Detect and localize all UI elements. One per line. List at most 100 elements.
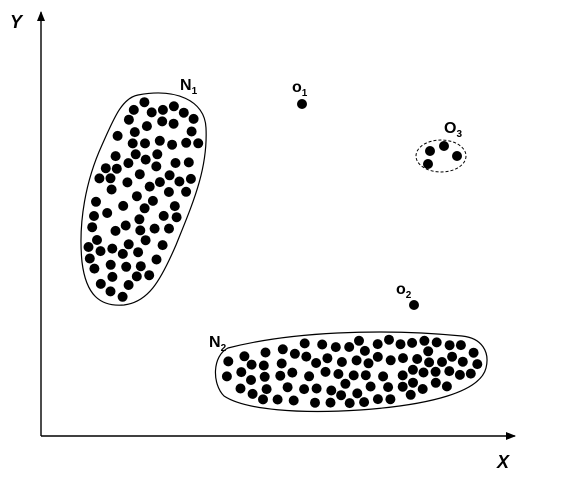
cluster-n1-point	[95, 246, 106, 257]
cluster-n1-point	[123, 280, 134, 290]
cluster-n2-point	[423, 346, 434, 357]
cluster-n2-point	[418, 367, 429, 378]
cluster-n2-point	[277, 344, 288, 355]
cluster-n1-point	[147, 195, 158, 206]
cluster-n1-point	[94, 173, 105, 184]
cluster-n2-point	[430, 377, 441, 388]
cluster-n1-point	[164, 223, 174, 234]
cluster-n2-point	[437, 357, 447, 367]
cluster-n2-point	[344, 342, 355, 352]
cluster-o3-points	[423, 141, 462, 169]
cluster-n1-point	[111, 163, 122, 174]
cluster-n2-point	[372, 351, 383, 362]
cluster-n1-point	[107, 271, 118, 282]
cluster-n2-point	[407, 337, 418, 348]
cluster-n2-point	[261, 384, 272, 395]
cluster-n2-point	[395, 339, 406, 350]
cluster-n2-point	[365, 381, 376, 392]
cluster-n1-point	[95, 278, 106, 289]
cluster-o3-label: O3	[444, 120, 462, 140]
cluster-n2-point	[282, 382, 293, 393]
cluster-n2-point	[384, 334, 394, 345]
cluster-n1-point	[123, 114, 134, 125]
cluster-n1-point	[112, 130, 123, 141]
cluster-n1-point	[84, 253, 95, 264]
cluster-n2-point	[275, 370, 286, 381]
cluster-n2-point	[287, 367, 298, 378]
outlier-o1-label: o1	[292, 79, 308, 99]
cluster-n1-point	[107, 243, 118, 254]
cluster-n1-point	[110, 225, 121, 236]
cluster-n1-point	[140, 235, 151, 246]
cluster-n1-point	[129, 127, 140, 138]
cluster-n1-point	[144, 270, 155, 281]
cluster-n2-point	[397, 381, 408, 392]
cluster-o3-point	[439, 141, 449, 151]
cluster-n1-point	[157, 240, 168, 251]
cluster-n1-point	[105, 286, 116, 297]
cluster-n2-point	[325, 397, 336, 408]
cluster-n1-point	[151, 161, 162, 172]
cluster-n2-point	[472, 359, 483, 370]
cluster-n2-point	[444, 366, 455, 377]
cluster-n1-point	[123, 239, 134, 250]
cluster-n1-point	[183, 157, 194, 168]
cluster-n1-point	[105, 173, 116, 184]
y-axis-label: Y	[10, 12, 24, 32]
cluster-n1-point	[128, 104, 139, 115]
cluster-n2-point	[236, 367, 247, 378]
cluster-n2-point	[299, 384, 310, 395]
cluster-n2-point	[317, 339, 328, 350]
cluster-n2-point	[223, 356, 234, 367]
cluster-n2-point	[320, 366, 331, 377]
cluster-n1-point	[118, 200, 129, 211]
cluster-n2-point	[259, 371, 270, 382]
cluster-n1-label: N1	[180, 77, 198, 97]
cluster-n2-point	[447, 351, 458, 362]
cluster-n1-point	[154, 135, 165, 146]
cluster-n2-point	[444, 340, 455, 351]
cluster-n2-point	[221, 371, 232, 382]
cluster-n1-point	[102, 208, 113, 218]
cluster-n1-point	[144, 181, 155, 192]
cluster-n1-points	[83, 97, 204, 302]
cluster-n2-label: N2	[209, 334, 227, 354]
cluster-n1-point	[163, 187, 174, 197]
cluster-o3-point	[425, 146, 435, 156]
cluster-n2-point	[398, 353, 408, 364]
cluster-n2-point	[260, 347, 271, 358]
cluster-n2-point	[340, 378, 351, 389]
cluster-n2-point	[424, 357, 435, 368]
cluster-n2-point	[348, 370, 359, 381]
cluster-n1-point	[186, 126, 197, 137]
cluster-n2-point	[235, 383, 246, 394]
cluster-n1-point	[110, 151, 121, 162]
cluster-n1-point	[178, 107, 189, 118]
cluster-n2-point	[385, 394, 396, 405]
cluster-o3-point	[423, 159, 433, 169]
cluster-n1-point	[151, 254, 162, 265]
cluster-n1-point	[135, 225, 146, 236]
cluster-n1-point	[89, 211, 99, 221]
cluster-n2-point	[363, 358, 374, 369]
cluster-n1-point	[134, 169, 145, 180]
cluster-n1-point	[135, 261, 146, 272]
cluster-n1-point	[121, 261, 132, 272]
cluster-n1-point	[146, 107, 157, 118]
cluster-n1-point	[193, 138, 204, 149]
cluster-n1-point	[131, 191, 142, 202]
cluster-n1-point	[100, 163, 111, 174]
cluster-n2-point	[299, 338, 310, 349]
cluster-n2-point	[419, 335, 430, 346]
cluster-n2-point	[311, 383, 322, 394]
cluster-n1-point	[181, 137, 192, 148]
cluster-n1-point	[157, 116, 168, 127]
cluster-n2-point	[288, 395, 299, 406]
cluster-n2-point	[247, 388, 258, 399]
cluster-n2-point	[465, 368, 476, 379]
cluster-n1-point	[140, 154, 151, 165]
cluster-n1-point	[83, 242, 94, 252]
cluster-n1-outline	[80, 92, 207, 306]
cluster-n1-point	[157, 104, 168, 115]
cluster-n1-point	[133, 247, 144, 258]
